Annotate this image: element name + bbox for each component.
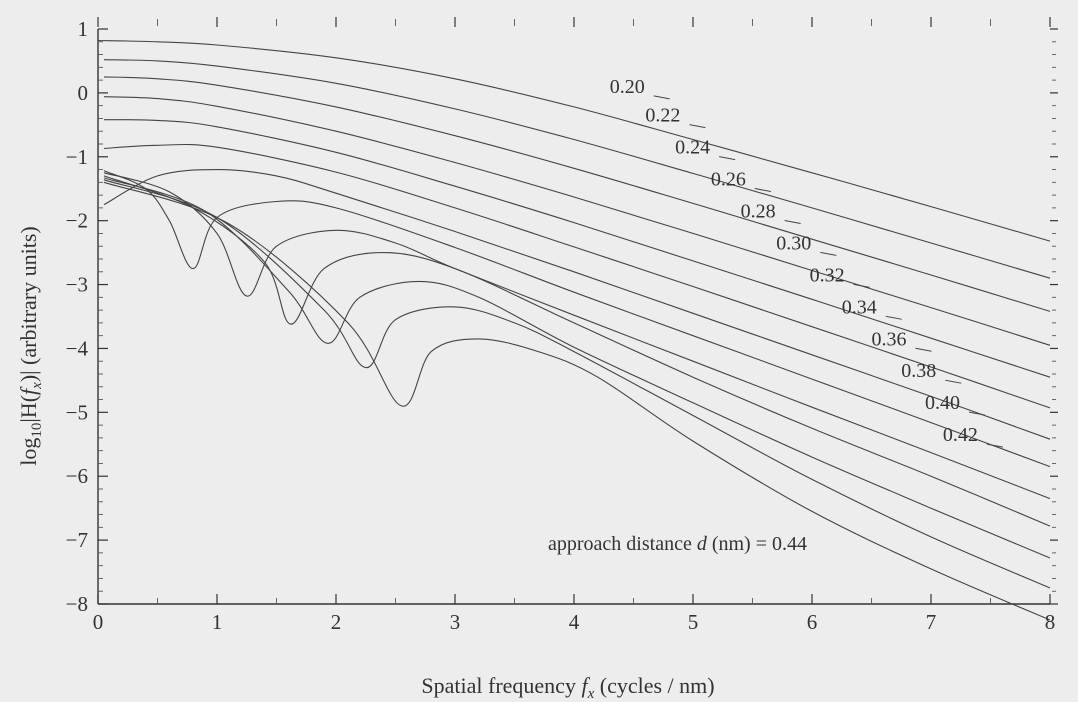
y-tick-label: −8	[66, 592, 88, 616]
curve-label-leader	[784, 219, 801, 224]
x-tick-label: 6	[807, 610, 818, 634]
series-line-0.38	[103, 175, 1051, 527]
curve-label-0.36: 0.36	[872, 328, 907, 350]
curve-label-leader	[719, 156, 736, 161]
curve-label-leader	[653, 95, 670, 100]
series-line-0.44	[103, 181, 1051, 621]
x-tick-label: 5	[688, 610, 699, 634]
curve-label-0.34: 0.34	[842, 296, 877, 318]
x-tick-label: 7	[926, 610, 937, 634]
curve-label-0.22: 0.22	[645, 105, 680, 127]
series-line-0.30	[103, 143, 1051, 409]
curve-label-leader	[945, 379, 962, 384]
x-tick-label: 2	[331, 610, 342, 634]
curve-label-0.32: 0.32	[810, 264, 845, 286]
curve-label-leader	[915, 347, 932, 352]
curve-label-leader	[820, 251, 837, 256]
curve-label-0.28: 0.28	[741, 200, 776, 222]
series-line-0.40	[103, 177, 1051, 559]
curve-label-leader	[689, 124, 706, 129]
y-tick-label: −2	[66, 209, 88, 233]
x-axis-title: Spatial frequency fx (cycles / nm)	[421, 673, 714, 702]
x-tick-label: 1	[212, 610, 223, 634]
curve-label-0.24: 0.24	[675, 137, 710, 159]
y-tick-label: −3	[66, 273, 88, 297]
series-line-0.24	[103, 76, 1051, 312]
curve-label-0.38: 0.38	[901, 360, 936, 382]
x-tick-label: 4	[569, 610, 580, 634]
y-tick-label: 0	[78, 81, 89, 105]
y-tick-label: 1	[78, 17, 89, 41]
legend-caption: approach distance d (nm) = 0.44	[548, 533, 807, 555]
series-line-0.22	[103, 59, 1051, 279]
y-axis-title: log10|H(fx)| (arbitrary units)	[16, 226, 45, 465]
y-tick-label: −1	[66, 145, 88, 169]
curve-label-0.40: 0.40	[925, 392, 960, 414]
y-tick-label: −6	[66, 464, 88, 488]
x-tick-label: 3	[450, 610, 461, 634]
curve-label-0.44: 0.44	[772, 533, 807, 555]
x-tick-label: 8	[1045, 610, 1056, 634]
series-line-0.20	[97, 39, 1051, 242]
y-tick-label: −7	[66, 528, 88, 552]
curve-label-0.30: 0.30	[776, 232, 811, 254]
x-tick-label: 0	[93, 610, 104, 634]
axes: 0 1 2 3 4 5 6 7 8 1 0 −1 −2 −3 −4 −5 −6 −7 −8	[66, 17, 1058, 634]
series-line-0.26	[103, 96, 1051, 346]
curve-label-0.26: 0.26	[711, 169, 746, 191]
series-line-0.32	[103, 169, 1051, 440]
curve-labels: 0.200.22 0.240.26 0.280.30 0.32 0.34 0.36 0.38…	[610, 76, 1003, 448]
curve-label-leader	[968, 411, 986, 416]
series-line-0.42	[103, 179, 1051, 589]
series-line-0.28	[103, 119, 1051, 378]
y-tick-label: −5	[66, 400, 88, 424]
curve-label-leader	[754, 188, 771, 193]
curve-label-leader	[885, 315, 902, 320]
series-line-0.34	[103, 170, 1051, 468]
curve-label-leader	[986, 443, 1003, 448]
curve-label-0.20: 0.20	[610, 76, 645, 98]
curve-label-leader	[853, 283, 870, 288]
curve-label-0.42: 0.42	[943, 424, 978, 446]
curves	[97, 39, 1051, 621]
series-line-0.36	[103, 172, 1051, 500]
y-tick-label: −4	[66, 336, 89, 360]
